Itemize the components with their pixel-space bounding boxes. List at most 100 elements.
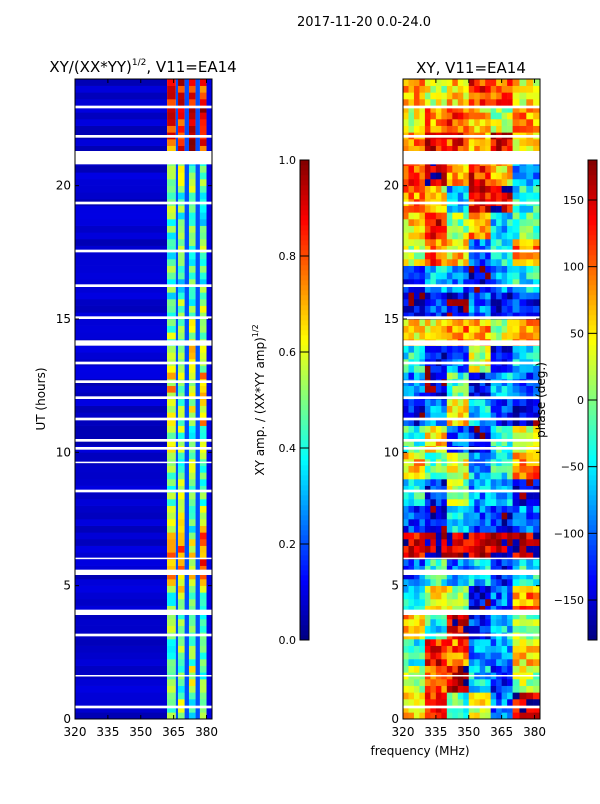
phase-cell — [496, 259, 502, 266]
amp-cell — [199, 325, 207, 333]
phase-cell — [441, 645, 448, 653]
amp-cell — [199, 605, 207, 613]
phase-cell — [430, 345, 437, 353]
colorbar-segment — [300, 180, 309, 186]
amp-cell — [188, 139, 196, 146]
phase-cell — [446, 699, 453, 706]
amp-cell — [188, 392, 196, 400]
phase-cell — [463, 385, 470, 393]
flagged-row — [403, 340, 540, 346]
phase-cell — [507, 265, 513, 273]
colorbar-segment — [588, 485, 597, 491]
amp-cell — [75, 412, 168, 420]
amp-cell — [167, 172, 176, 180]
amp-cell — [188, 679, 196, 686]
phase-cell — [533, 652, 541, 660]
phase-cell — [519, 699, 527, 706]
phase-cell — [490, 305, 497, 313]
phase-cell — [446, 492, 453, 500]
phase-cell — [507, 279, 513, 286]
phase-cell — [512, 219, 520, 226]
phase-cell — [403, 325, 409, 333]
phase-cell — [485, 365, 491, 373]
phase-cell — [452, 645, 459, 653]
phase-cell — [485, 452, 491, 460]
flagged-row — [403, 557, 540, 560]
amp-cell — [184, 205, 189, 213]
phase-cell — [446, 705, 453, 713]
phase-cell — [485, 139, 491, 146]
phase-cell — [452, 452, 459, 460]
phase-cell — [474, 665, 481, 673]
amp-cell — [75, 605, 168, 613]
amp-cell — [184, 592, 189, 600]
phase-cell — [479, 312, 486, 320]
flagged-row — [75, 675, 212, 677]
phase-cell — [479, 612, 486, 620]
amp-cell — [195, 259, 200, 266]
phase-cell — [519, 565, 527, 573]
phase-cell — [463, 532, 470, 540]
phase-cell — [452, 85, 459, 93]
phase-cell — [441, 225, 448, 233]
phase-cell — [408, 432, 415, 440]
amp-cell — [167, 332, 176, 340]
phase-cell — [490, 572, 497, 580]
phase-cell — [430, 405, 437, 413]
amp-cell — [199, 519, 207, 526]
phase-cell — [403, 679, 409, 686]
flagged-row — [403, 489, 540, 493]
phase-cell — [512, 279, 520, 286]
phase-cell — [419, 505, 426, 513]
phase-cell — [403, 465, 409, 473]
colorbar-segment — [300, 490, 309, 496]
phase-cell — [533, 585, 541, 593]
amp-cell — [199, 665, 207, 673]
colorbar-segment — [300, 585, 309, 591]
phase-cell — [474, 192, 481, 200]
amp-cell — [206, 545, 212, 553]
phase-cell — [452, 699, 459, 706]
phase-cell — [435, 225, 442, 233]
amp-cell — [184, 412, 189, 420]
amp-cell — [195, 592, 200, 600]
colorbar-segment — [300, 550, 309, 556]
phase-cell — [424, 165, 431, 173]
amp-cell — [188, 265, 196, 273]
phase-cell — [526, 585, 534, 593]
phase-cell — [507, 385, 513, 393]
phase-cell — [413, 592, 420, 600]
amp-cell — [195, 532, 200, 540]
amp-cell — [175, 332, 179, 340]
phase-cell — [452, 299, 459, 306]
phase-cell — [457, 639, 464, 646]
phase-cell — [496, 712, 502, 720]
phase-cell — [512, 165, 520, 173]
phase-cell — [419, 485, 426, 493]
phase-cell — [490, 539, 497, 546]
amp-cell — [175, 492, 179, 500]
phase-cell — [496, 652, 502, 660]
phase-cell — [501, 599, 508, 606]
colorbar-segment — [588, 405, 597, 411]
phase-cell — [446, 92, 453, 100]
amp-cell — [167, 492, 176, 500]
colorbar-segment — [300, 385, 309, 391]
colorbar-segment — [588, 565, 597, 571]
phase-cell — [419, 259, 426, 266]
amp-cell — [178, 385, 185, 393]
colorbar-segment — [300, 370, 309, 376]
amp-cell — [206, 519, 212, 526]
phase-cell — [446, 79, 453, 86]
phase-cell — [446, 472, 453, 480]
y-tick-label: 5 — [391, 579, 399, 593]
phase-cell — [501, 332, 508, 340]
amp-cell — [178, 252, 185, 260]
phase-cell — [507, 119, 513, 126]
amp-cell — [188, 439, 196, 446]
phase-cell — [519, 119, 527, 126]
phase-cell — [479, 105, 486, 113]
phase-cell — [424, 325, 431, 333]
phase-cell — [408, 99, 415, 106]
amp-cell — [184, 525, 189, 533]
